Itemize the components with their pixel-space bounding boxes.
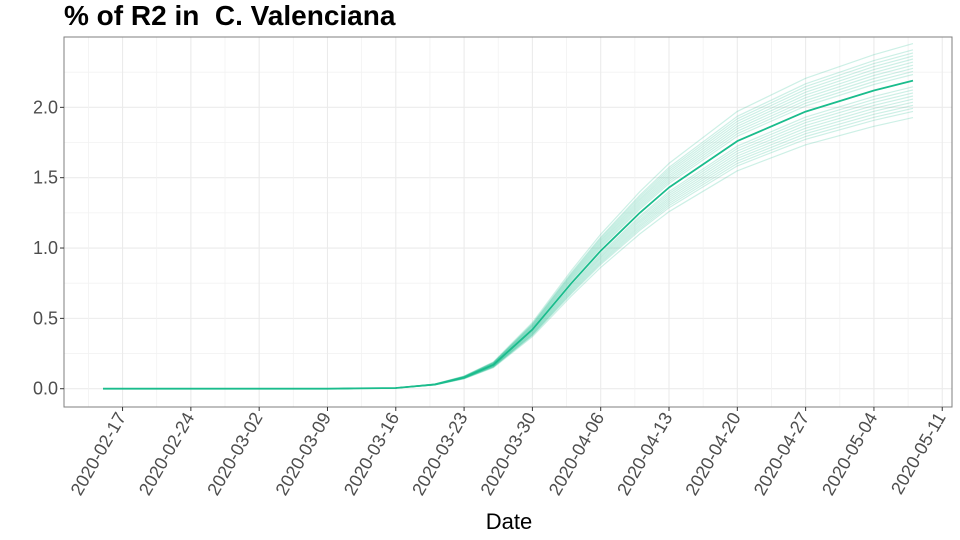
y-tick-label: 0.0 [33, 379, 58, 399]
x-tick-label: 2020-02-17 [67, 409, 130, 499]
y-tick-label: 2.0 [33, 97, 58, 117]
x-tick-label: 2020-03-16 [340, 409, 403, 499]
x-tick-label: 2020-05-11 [887, 409, 950, 498]
y-tick-label: 0.5 [33, 308, 58, 328]
median-line [103, 79, 914, 390]
x-tick-label: 2020-03-23 [408, 409, 471, 499]
y-tick-label: 1.0 [33, 238, 58, 258]
x-tick-label: 2020-04-27 [750, 409, 813, 499]
x-tick-label: 2020-03-30 [477, 409, 540, 499]
x-tick-label: 2020-05-04 [818, 409, 881, 499]
x-tick-label: 2020-04-20 [681, 409, 744, 499]
x-tick-label: 2020-04-13 [613, 409, 676, 499]
x-tick-label: 2020-03-09 [272, 409, 335, 499]
x-tick-label: 2020-02-24 [135, 409, 198, 499]
x-tick-label: 2020-04-06 [545, 409, 608, 499]
y-tick-label: 1.5 [33, 168, 58, 188]
x-axis-title: Date [486, 509, 532, 534]
plot-border [63, 36, 953, 408]
x-tick-label: 2020-03-02 [203, 409, 266, 499]
plot-panel [64, 37, 952, 407]
chart-title: % of R2 in C. Valenciana [64, 0, 396, 31]
